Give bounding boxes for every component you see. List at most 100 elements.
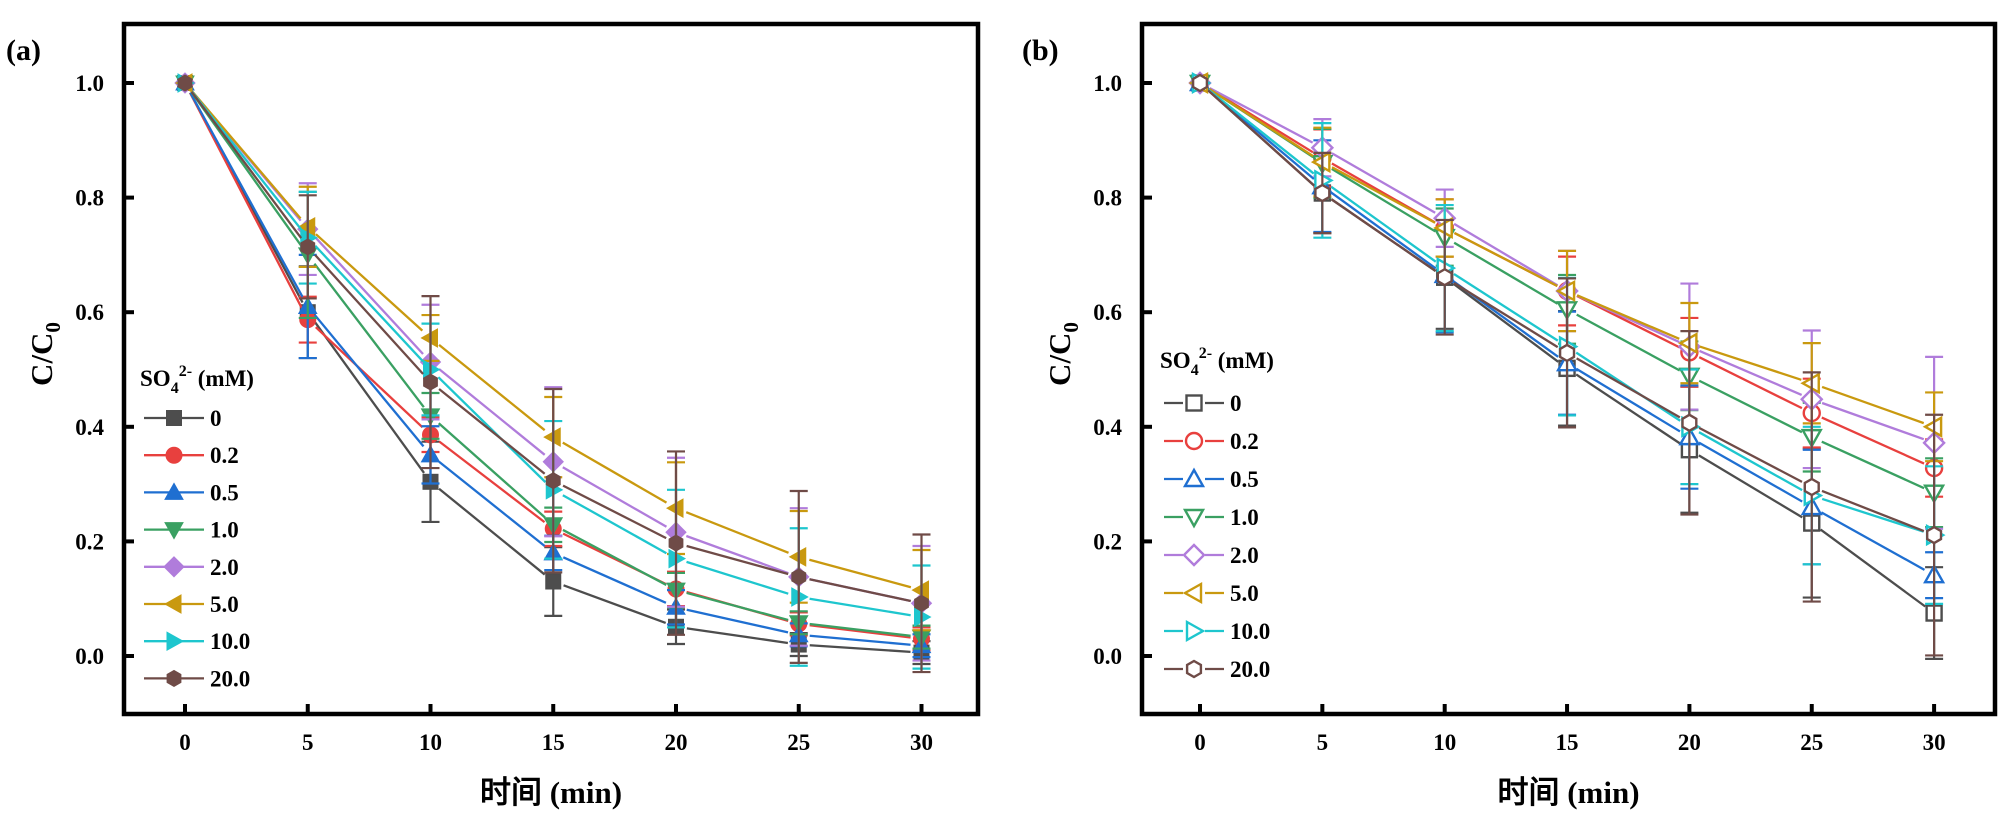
series-group xyxy=(1188,71,1946,660)
series-line-segment xyxy=(1821,440,1925,490)
data-point xyxy=(914,594,929,612)
legend-label: 0.5 xyxy=(1230,467,1259,492)
series-line-segment xyxy=(1453,222,1559,287)
data-point xyxy=(1803,477,1820,497)
series-line-segment xyxy=(438,460,546,547)
series-line-segment xyxy=(190,91,303,239)
series-line-segment xyxy=(313,262,425,408)
y-axis-title-main: C/C xyxy=(24,333,59,386)
legend-title-superscript: 2- xyxy=(179,363,192,380)
series-line-segment xyxy=(809,558,912,589)
series-line-segment xyxy=(1699,349,1803,396)
legend-title: SO42- (mM) xyxy=(140,363,254,397)
series-line-segment xyxy=(437,376,547,483)
series-line-segment xyxy=(438,368,546,456)
series-line-segment xyxy=(1821,497,1924,533)
legend-marker xyxy=(1185,619,1206,643)
series-line-segment xyxy=(314,326,424,429)
series-line-segment xyxy=(315,233,424,332)
legend-item: 5.0 xyxy=(1164,581,1259,606)
legend-title-superscript: 2- xyxy=(1199,345,1212,362)
series-line-segment xyxy=(809,597,911,617)
series-line-segment xyxy=(562,484,667,540)
series-line-segment xyxy=(189,92,304,311)
series-line-segment xyxy=(1698,356,1803,410)
data-point xyxy=(1191,73,1209,93)
x-tick-label: 25 xyxy=(787,730,810,755)
series-line-segment xyxy=(1821,385,1925,425)
series-line-segment xyxy=(809,624,911,639)
series-line-segment xyxy=(1699,345,1802,381)
x-tick-label: 20 xyxy=(665,730,688,755)
series-line-segment xyxy=(686,560,789,595)
data-point xyxy=(423,373,438,391)
series-line-segment xyxy=(1576,294,1680,340)
x-tick-label: 0 xyxy=(179,730,191,755)
legend-marker xyxy=(1185,394,1203,412)
y-tick-label: 0.0 xyxy=(75,644,104,669)
y-tick-label: 0.8 xyxy=(1093,186,1122,211)
series-line-segment xyxy=(686,544,789,576)
series-line-segment xyxy=(1576,357,1681,419)
legend-marker xyxy=(1182,543,1206,567)
x-axis-title: 时间 (min) xyxy=(480,775,622,810)
series-line-segment xyxy=(1698,454,1803,519)
legend-item: 0.5 xyxy=(1164,467,1259,492)
series-line-segment xyxy=(562,528,667,586)
legend-label: 10.0 xyxy=(210,629,250,654)
legend-label: 20.0 xyxy=(210,666,250,691)
legend-label: 0 xyxy=(210,406,222,431)
series-line-segment xyxy=(1820,511,1926,571)
legend-marker xyxy=(1185,659,1203,679)
data-point xyxy=(1314,183,1331,203)
chart-panel-b: (b) 0.0 0.2 0.4 0.6 0.8 1.0 0 5 10 15 20 25 30 时间 (min… xyxy=(1022,21,1998,810)
data-point xyxy=(1558,343,1576,363)
legend-title-main: SO xyxy=(1160,348,1191,373)
series-line-segment xyxy=(1698,426,1803,483)
y-axis-title-main: C/C xyxy=(1042,333,1077,386)
x-tick-label: 15 xyxy=(1556,730,1579,755)
y-tick-label: 0.6 xyxy=(75,300,104,325)
series-line-segment xyxy=(685,511,789,554)
y-tick-label: 1.0 xyxy=(75,71,104,96)
series-line-segment xyxy=(438,388,546,475)
legend-item: 10.0 xyxy=(1164,619,1270,644)
y-tick-label: 0.8 xyxy=(75,186,104,211)
legend-marker xyxy=(164,522,184,540)
legend-marker xyxy=(165,446,183,464)
series-line-segment xyxy=(562,466,668,528)
series-line-segment xyxy=(1453,282,1559,349)
series-line-segment xyxy=(1452,282,1559,363)
legend-label: 5.0 xyxy=(1230,581,1259,606)
legend-item: 0 xyxy=(144,406,222,431)
series-line-segment xyxy=(1453,241,1559,305)
plot-frame xyxy=(121,21,981,717)
series-line-segment xyxy=(313,314,425,448)
series-line-segment xyxy=(1821,401,1925,441)
legend-title: SO42- (mM) xyxy=(1160,345,1274,379)
series-line-segment xyxy=(314,236,424,355)
legend-marker xyxy=(166,410,182,426)
series-group xyxy=(174,72,933,674)
data-point xyxy=(1436,267,1453,287)
x-tick-label: 5 xyxy=(302,730,314,755)
series-line-segment xyxy=(563,584,667,625)
data-point xyxy=(177,74,193,92)
series-line-segment xyxy=(809,634,911,646)
series-line-segment xyxy=(809,622,911,637)
x-tick-label: 5 xyxy=(1317,730,1329,755)
legend-label: 2.0 xyxy=(210,555,239,580)
legend-item: 0.2 xyxy=(144,443,239,468)
y-axis-title-subscript: 0 xyxy=(41,322,65,333)
series-line-segment xyxy=(314,254,424,375)
legend-label: 20.0 xyxy=(1230,657,1270,682)
legend-marker xyxy=(1182,467,1206,488)
axes: 0.0 0.2 0.4 0.6 0.8 1.0 0 5 10 15 20 25 30 时间 (min) C/… xyxy=(1042,21,1998,810)
x-tick-label: 20 xyxy=(1678,730,1701,755)
legend-item: 0.5 xyxy=(144,480,239,505)
y-tick-label: 0.2 xyxy=(75,529,104,554)
x-tick-label: 0 xyxy=(1194,730,1206,755)
legend-item: 10.0 xyxy=(144,629,250,654)
series-20.0 xyxy=(1191,73,1944,657)
y-axis-title-subscript: 0 xyxy=(1059,322,1083,333)
